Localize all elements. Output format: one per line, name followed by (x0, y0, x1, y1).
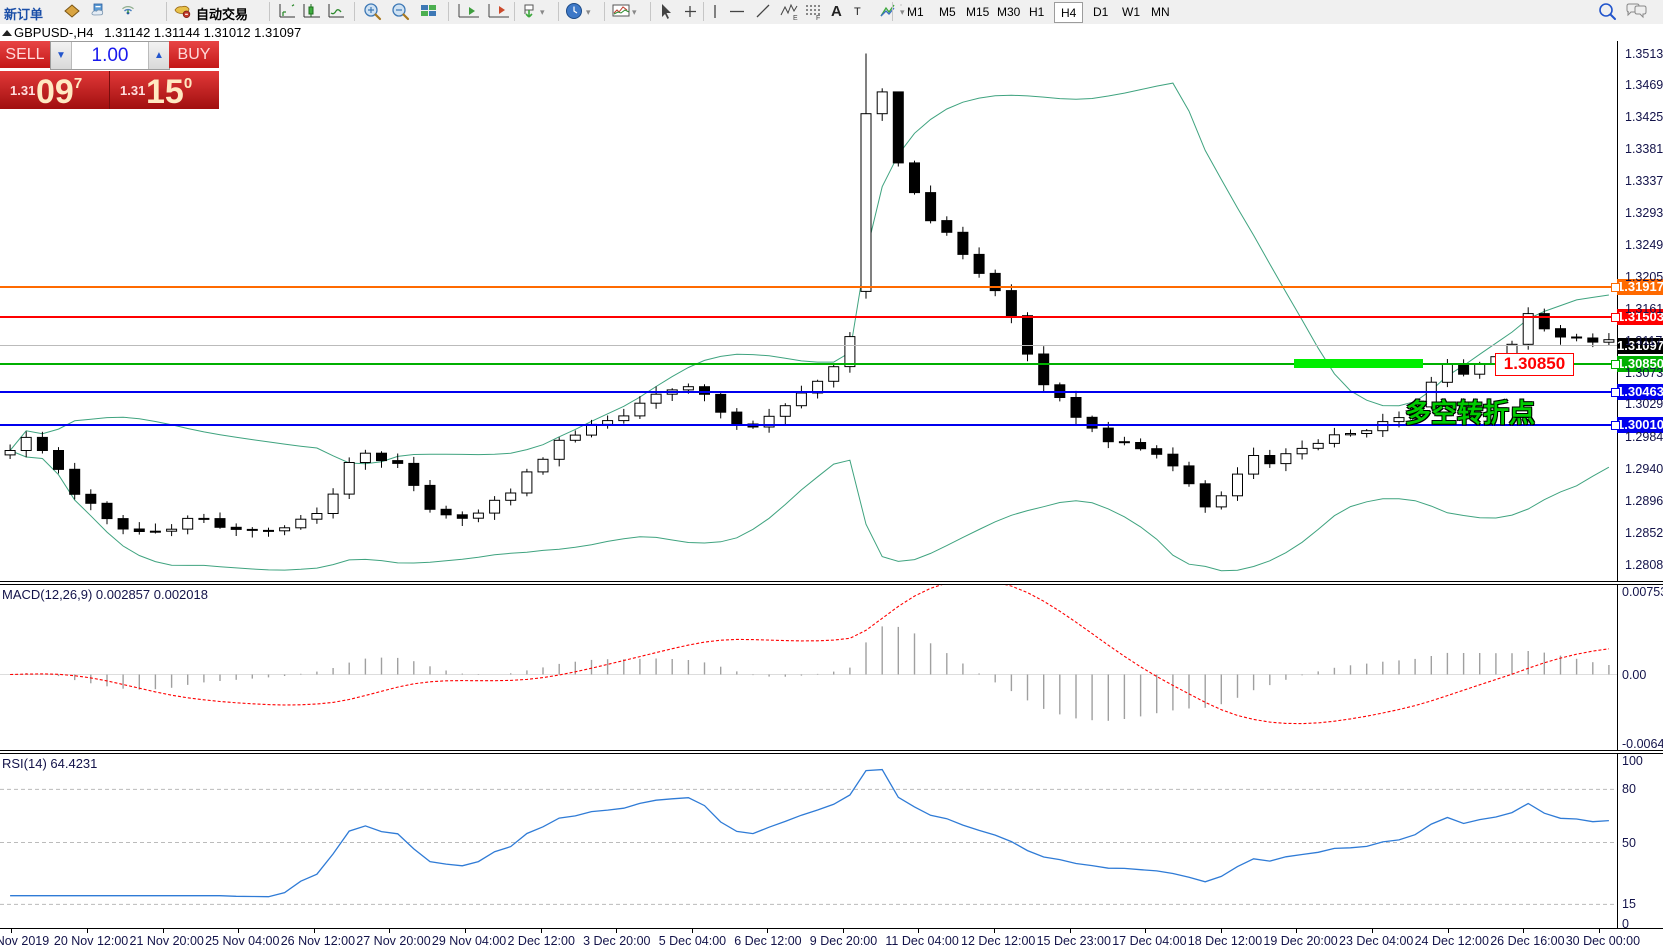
svg-text:T: T (854, 6, 861, 18)
svg-text:F: F (816, 15, 820, 21)
svg-text:A: A (831, 3, 842, 20)
svg-text:E: E (793, 15, 798, 21)
